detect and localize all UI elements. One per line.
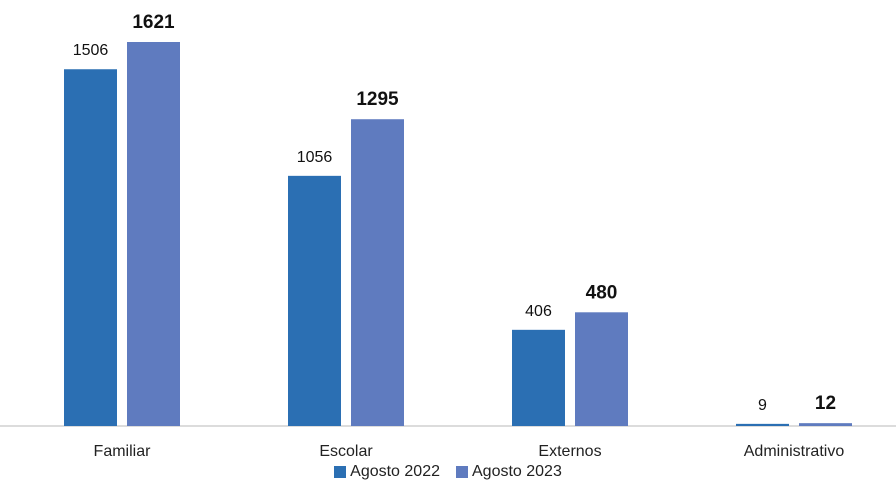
bars-group: [64, 42, 852, 426]
bar-escolar-series-2: [351, 119, 404, 426]
category-label-administrativo: Administrativo: [744, 443, 845, 460]
value-labels-group: 1506 1621 1056 1295 406 480 9 12: [73, 12, 836, 414]
bar-familiar-series-2: [127, 42, 180, 426]
legend-item-series-2: Agosto 2023: [456, 463, 562, 481]
category-label-familiar: Familiar: [94, 443, 152, 460]
bar-externos-series-2: [575, 312, 628, 426]
category-label-externos: Externos: [538, 443, 601, 460]
legend: Agosto 2022 Agosto 2023: [0, 463, 896, 481]
bar-administrativo-series-1: [736, 424, 789, 426]
value-label-escolar-series-1: 1056: [297, 149, 333, 166]
category-labels-group: Familiar Escolar Externos Administrativo: [94, 443, 845, 460]
value-label-escolar-series-2: 1295: [356, 89, 399, 110]
bar-externos-series-1: [512, 330, 565, 426]
value-label-familiar-series-1: 1506: [73, 42, 109, 59]
legend-item-series-1: Agosto 2022: [334, 463, 440, 481]
legend-label-series-1: Agosto 2022: [350, 463, 440, 481]
legend-swatch-series-1: [334, 466, 346, 478]
bar-administrativo-series-2: [799, 423, 852, 426]
bar-familiar-series-1: [64, 69, 117, 426]
legend-label-series-2: Agosto 2023: [472, 463, 562, 481]
value-label-externos-series-2: 480: [586, 282, 618, 303]
bar-escolar-series-1: [288, 176, 341, 426]
value-label-administrativo-series-1: 9: [758, 397, 767, 414]
category-label-escolar: Escolar: [319, 443, 373, 460]
value-label-externos-series-1: 406: [525, 303, 552, 320]
value-label-familiar-series-2: 1621: [132, 12, 175, 33]
legend-swatch-series-2: [456, 466, 468, 478]
value-label-administrativo-series-2: 12: [815, 393, 836, 414]
